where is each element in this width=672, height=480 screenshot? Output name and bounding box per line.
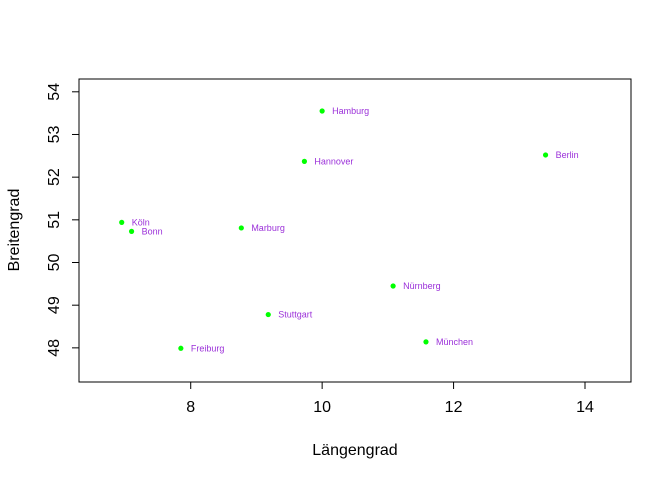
y-tick-label: 53: [46, 125, 63, 143]
data-point: [301, 158, 307, 164]
y-axis: 48 49 50 51 52 53 54: [46, 83, 80, 357]
x-axis: 8 10 12 14: [186, 381, 594, 416]
data-point: [542, 152, 549, 158]
point-label: Nürnberg: [403, 281, 441, 291]
x-tick-label: 8: [186, 399, 195, 416]
data-point: [319, 108, 325, 114]
data-point: [178, 345, 184, 351]
data-point: [390, 283, 396, 289]
y-tick-label: 52: [46, 168, 63, 186]
point-label: Marburg: [251, 223, 285, 233]
data-point: [238, 225, 244, 231]
data-point: [423, 339, 429, 345]
data-point: [128, 228, 135, 234]
point-label: Hannover: [314, 156, 353, 166]
y-tick-label: 51: [46, 211, 63, 229]
point-label: Hamburg: [332, 106, 369, 116]
data-point: [119, 219, 125, 225]
point-label: Köln: [132, 217, 150, 227]
point-label: Freiburg: [191, 343, 225, 353]
y-tick-label: 50: [46, 254, 63, 272]
x-tick-label: 10: [313, 399, 331, 416]
y-tick-label: 54: [46, 83, 63, 101]
y-tick-label: 48: [46, 339, 63, 357]
point-label: Stuttgart: [278, 310, 313, 320]
point-label: Berlin: [556, 150, 579, 160]
x-axis-title: Längengrad: [312, 442, 397, 459]
x-tick-label: 12: [445, 399, 463, 416]
y-axis-title: Breitengrad: [6, 189, 23, 272]
point-label: Bonn: [142, 226, 163, 236]
data-point: [265, 311, 271, 318]
x-tick-label: 14: [576, 399, 594, 416]
y-tick-label: 49: [46, 296, 63, 314]
point-label: München: [436, 337, 473, 347]
